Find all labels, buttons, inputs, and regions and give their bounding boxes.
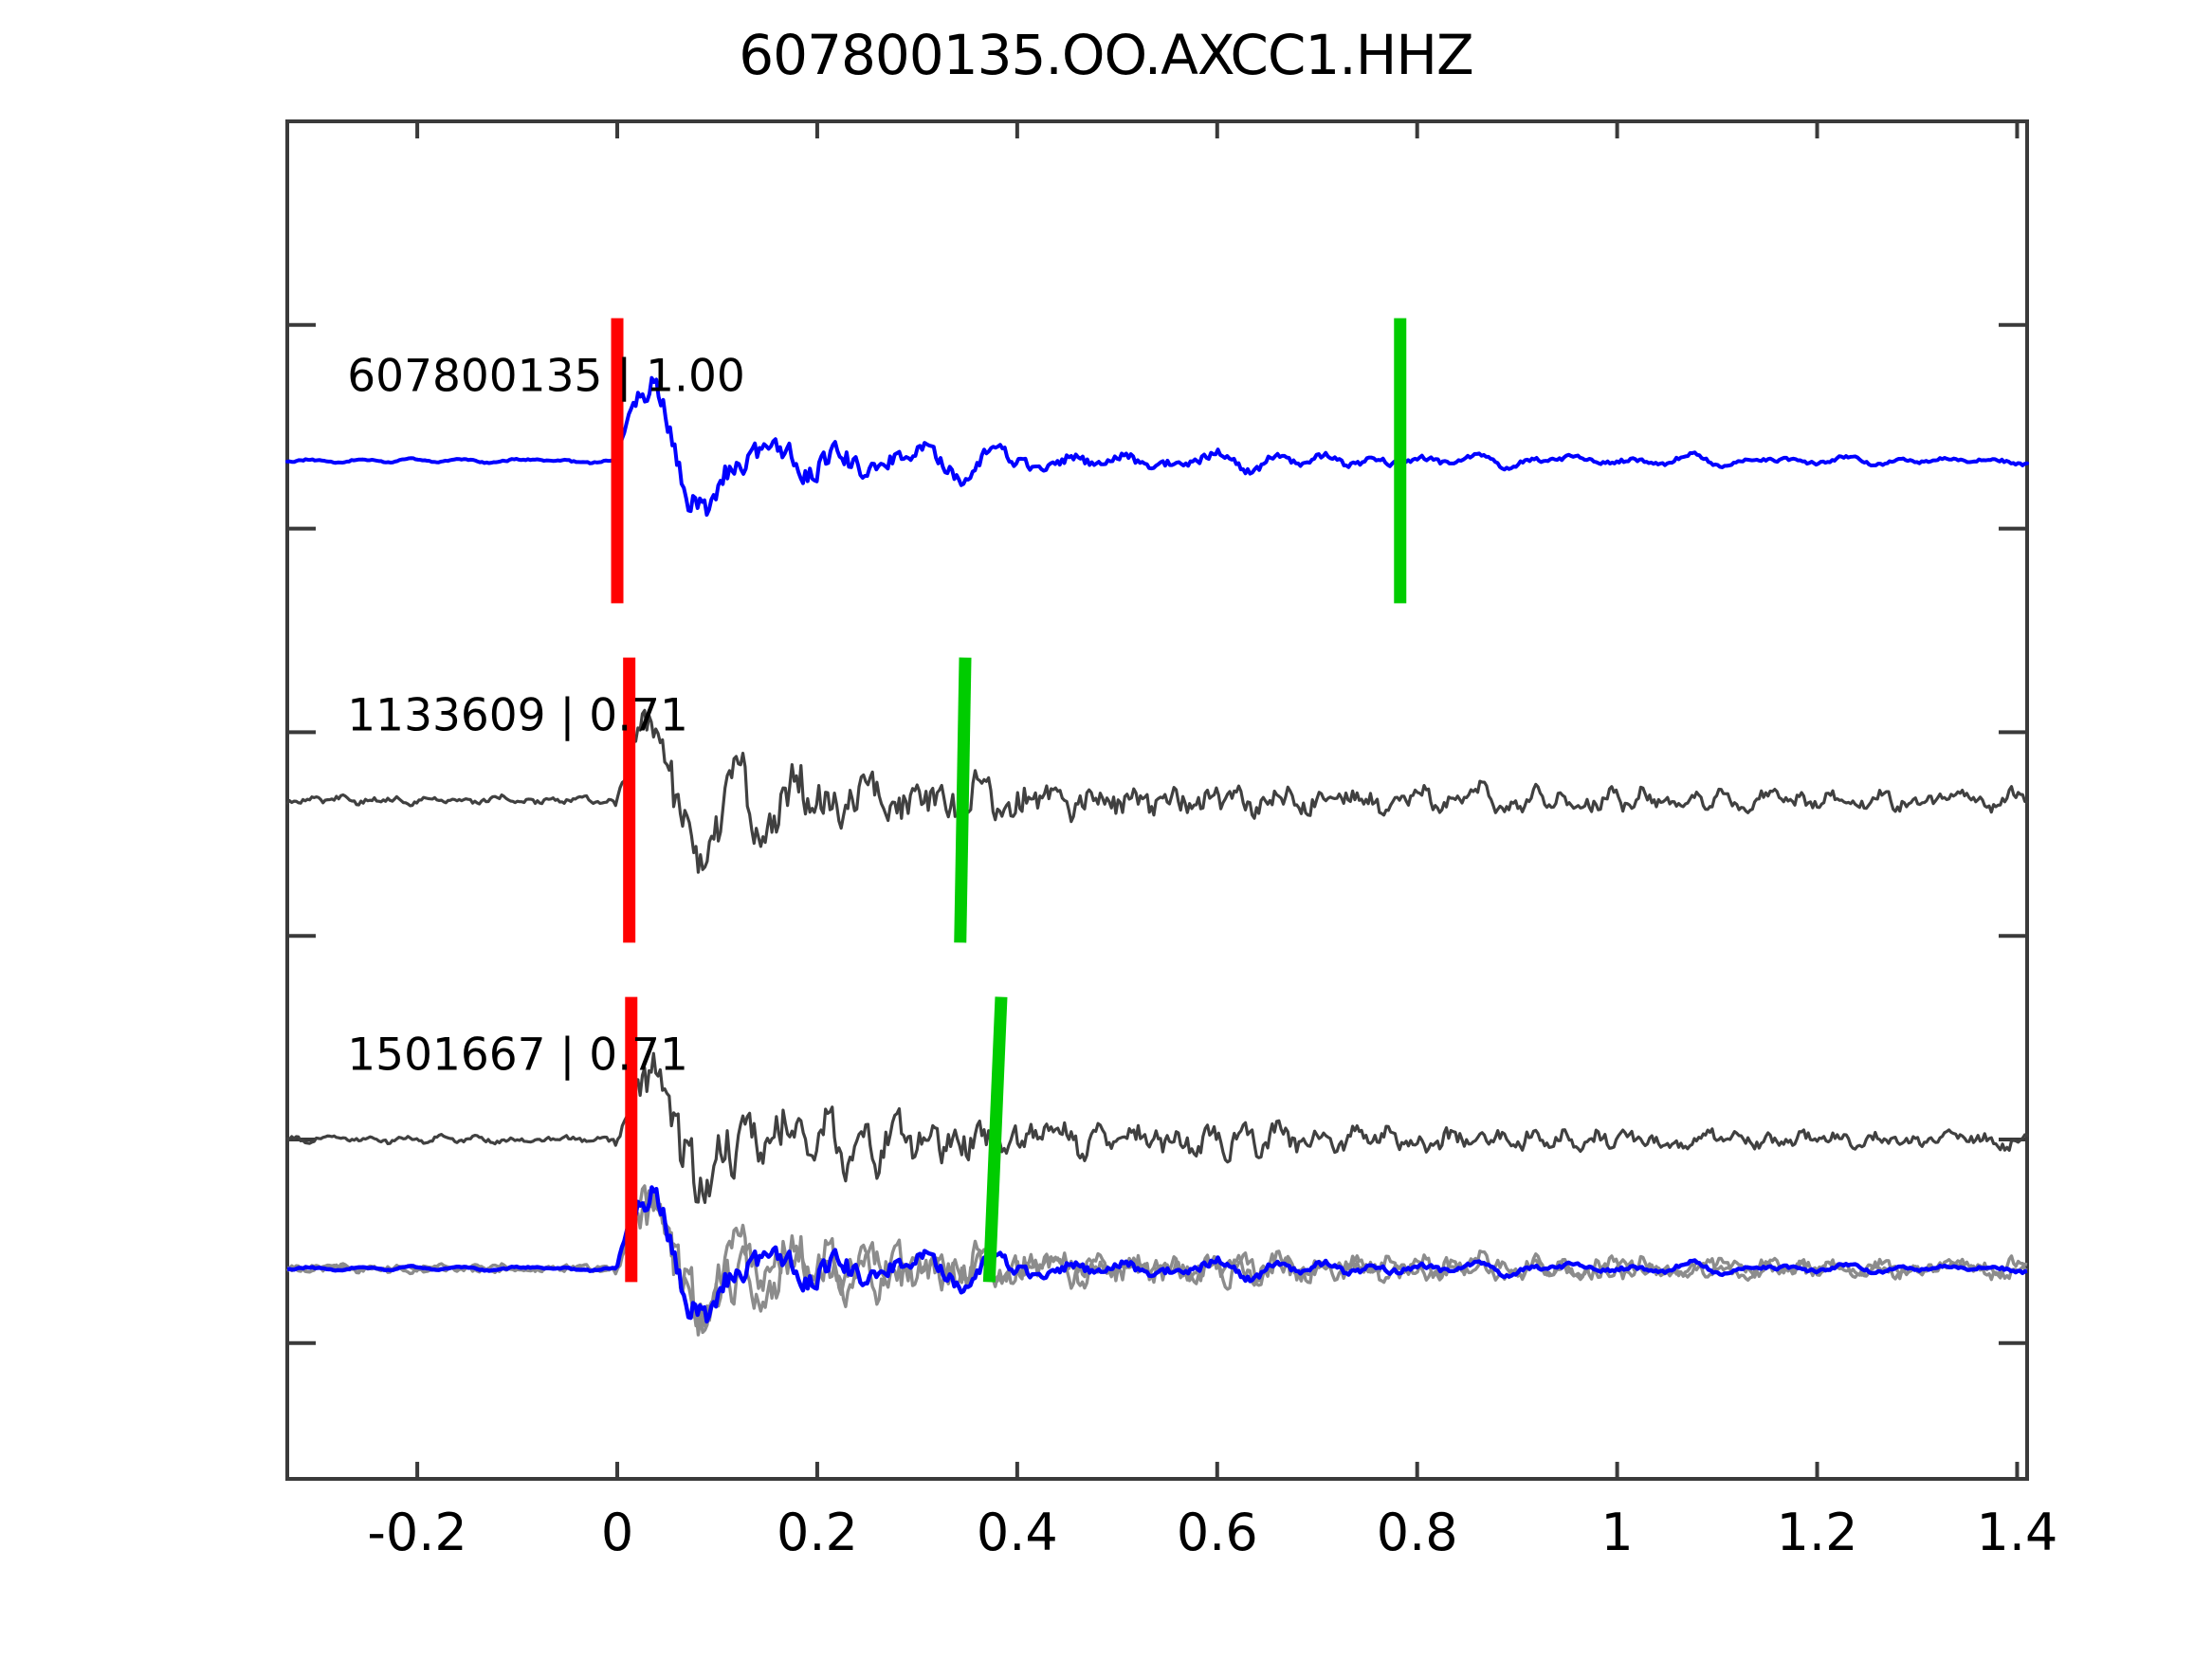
- x-tick-label: 1.4: [1977, 1503, 2058, 1562]
- x-tick-label: 0.8: [1377, 1503, 1458, 1562]
- marker-s-pick[interactable]: [982, 996, 1008, 1283]
- x-tick-label: 0: [601, 1503, 633, 1562]
- pick-markers: [611, 318, 1407, 1283]
- plot-frame: [285, 119, 2029, 1481]
- axes-border: [285, 119, 2029, 1481]
- stack-blue-trace: [286, 1185, 2028, 1324]
- marker-s-pick[interactable]: [954, 657, 972, 943]
- trace-label-2: 1501667 | 0.71: [347, 1030, 688, 1082]
- x-tick-label: 0.4: [977, 1503, 1058, 1562]
- trace-label-0: 607800135 | 1.00: [347, 351, 745, 403]
- x-tick-label: 1: [1600, 1503, 1633, 1562]
- x-axis-ticks: [415, 121, 2020, 1479]
- trace-annotations: 607800135 | 1.00 1133609 | 0.71 1501667 | …: [347, 351, 745, 1082]
- x-tick-label: 0.2: [777, 1503, 858, 1562]
- page-title: 607800135.OO.AXCC1.HHZ: [739, 23, 1473, 87]
- x-tick-labels: -0.2 0 0.2 0.4 0.6 0.8 1 1.2 1.4: [367, 1503, 2057, 1562]
- trace-line-607800135: [285, 375, 2029, 518]
- stack-gray-trace: [286, 1187, 2028, 1328]
- trace-label-1: 1133609 | 0.71: [347, 690, 688, 742]
- trace-line-1501667: [285, 1051, 2029, 1205]
- waveform-traces: [285, 375, 2029, 1337]
- x-tick-label: -0.2: [367, 1503, 466, 1562]
- trace-line-1133609: [285, 708, 2029, 874]
- x-tick-label: 0.6: [1177, 1503, 1258, 1562]
- y-axis-ticks: [287, 322, 2027, 1345]
- x-tick-label: 1.2: [1777, 1503, 1858, 1562]
